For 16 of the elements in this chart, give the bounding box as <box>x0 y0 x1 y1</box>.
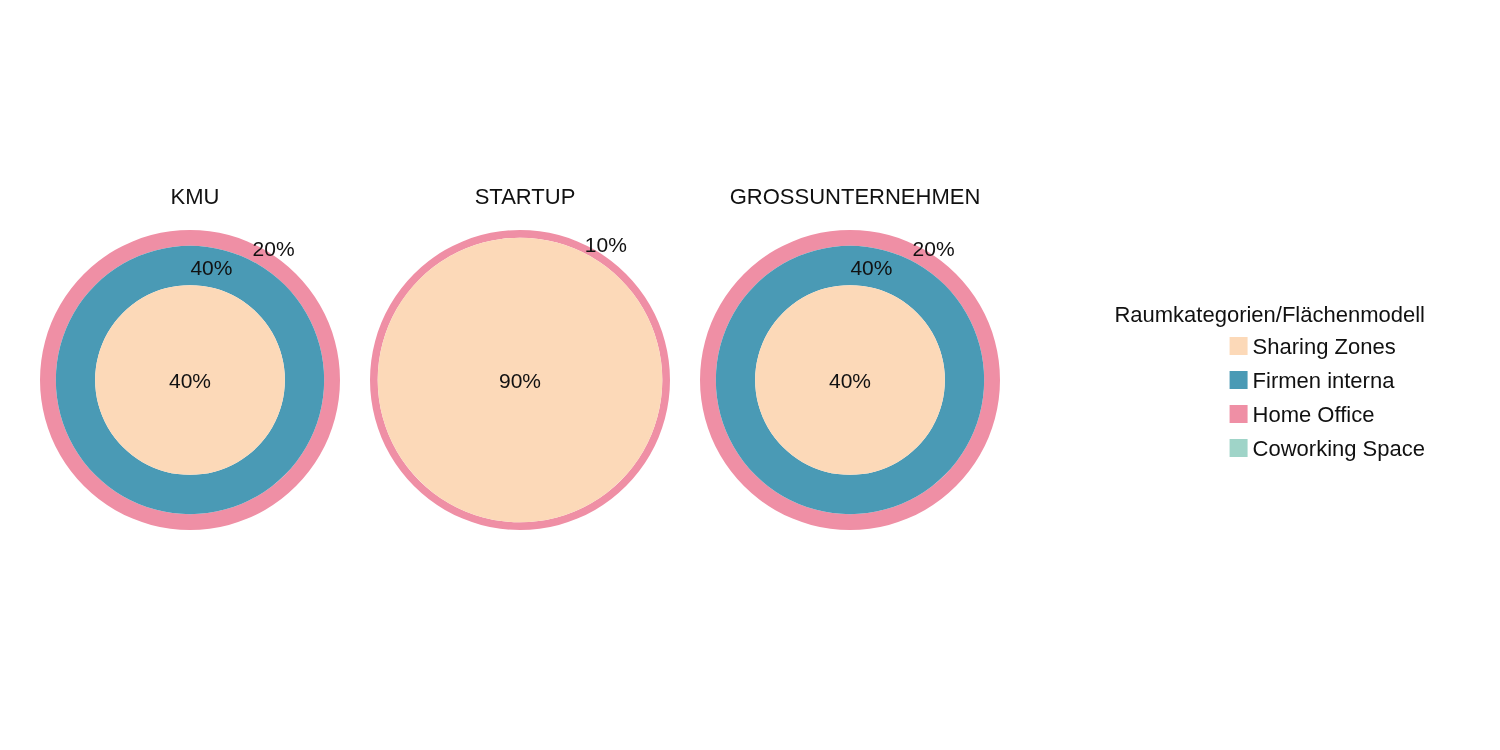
legend-label: Coworking Space <box>1252 435 1426 461</box>
data-label: 20% <box>252 236 295 260</box>
legend-title: Raumkategorien/Flächenmodell <box>1114 301 1426 327</box>
category-label: STARTUP <box>474 183 576 209</box>
category-label: KMU <box>170 183 220 209</box>
data-label: 40% <box>168 368 212 392</box>
legend-label: Sharing Zones <box>1252 333 1396 359</box>
data-label: 20% <box>912 236 955 260</box>
legend-label: Home Office <box>1252 401 1375 427</box>
data-label: 10% <box>584 233 627 257</box>
legend-label: Firmen interna <box>1252 367 1396 393</box>
data-label: 90% <box>498 368 542 392</box>
data-label: 40% <box>190 256 233 280</box>
data-label: 40% <box>828 368 872 392</box>
category-label: GROSSUNTERNEHMEN <box>729 183 981 209</box>
data-label: 40% <box>850 256 893 280</box>
